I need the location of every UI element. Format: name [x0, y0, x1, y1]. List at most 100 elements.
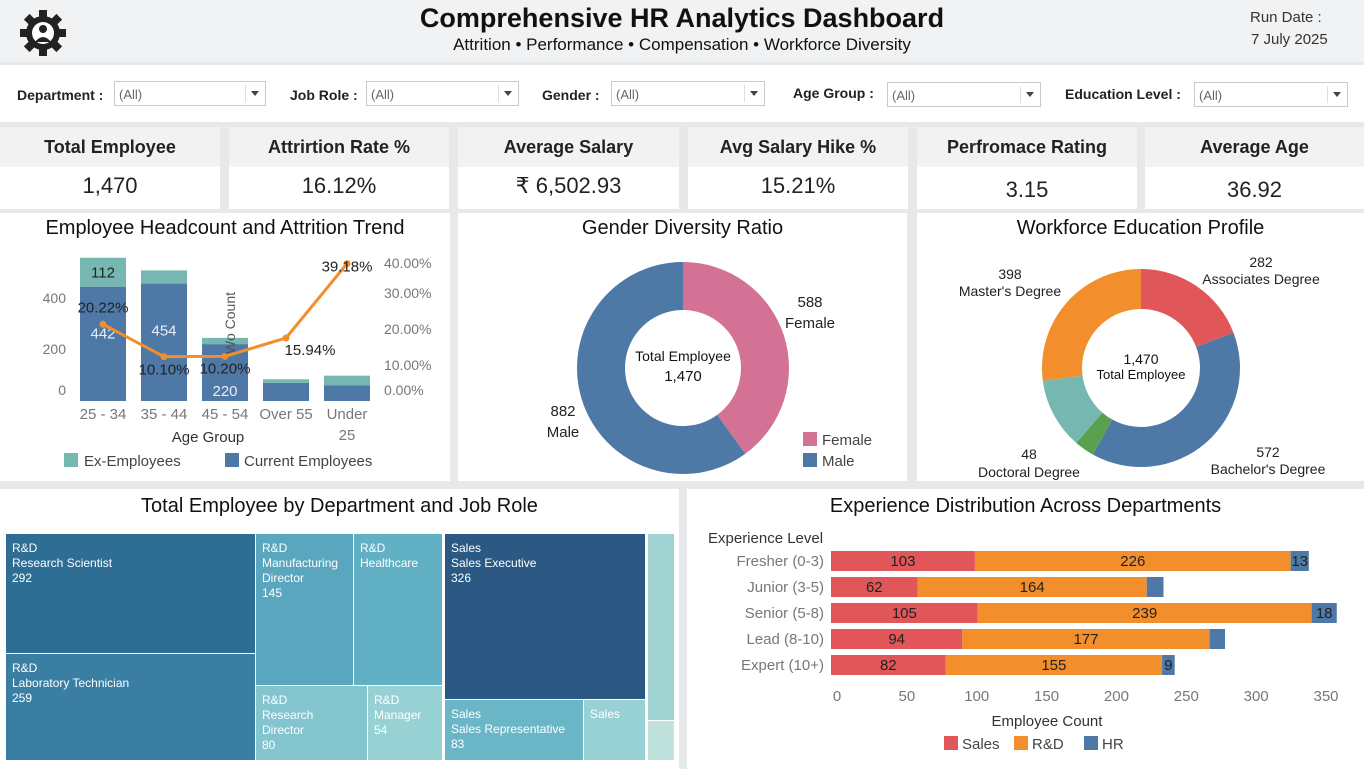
bar-ex-employees	[80, 257, 126, 287]
x-tick: 45 - 54	[202, 406, 249, 423]
cell-dept: R&D	[262, 541, 288, 555]
gender-donut-chart: Total Employee 1,470 588 Female 882 Male…	[547, 262, 872, 474]
bar-segment-rnd	[977, 603, 1312, 623]
bar-data-label: 105	[892, 605, 917, 622]
treemap-cell-sales-other[interactable]: Sales	[584, 700, 646, 761]
chevron-down-icon[interactable]	[504, 91, 512, 96]
legend-swatch-hr	[1084, 736, 1098, 750]
x-tick: 0	[833, 688, 841, 705]
chevron-down-icon[interactable]	[1026, 92, 1034, 97]
kpi-value: 16.12%	[301, 173, 377, 198]
cell-role: Manager	[374, 708, 422, 722]
education-profile-panel: Workforce Education Profile 1,470 Total …	[917, 213, 1364, 481]
cell-value: 83	[451, 737, 465, 751]
y-tick: 400	[43, 290, 67, 306]
kpi-value: ₹ 6,502.93	[515, 173, 622, 198]
divider	[498, 85, 499, 102]
attrition-data-label: 10.10%	[139, 362, 190, 379]
treemap-cell-manager[interactable]: R&D Manager 54	[368, 686, 443, 761]
department-dropdown-value: (All)	[119, 87, 143, 102]
y2-tick: 30.00%	[384, 285, 431, 301]
female-name-label: Female	[785, 315, 835, 332]
donut-slice	[1042, 269, 1141, 381]
chart-title: Gender Diversity Ratio	[581, 217, 784, 239]
attrition-point	[343, 260, 351, 268]
cell-role: Sales Executive	[451, 556, 537, 570]
cell-dept: R&D	[262, 693, 288, 707]
cell-value: 259	[12, 691, 33, 705]
kpi-performance-rating: Perfromace Rating 3.15	[917, 127, 1137, 209]
age-group-dropdown[interactable]: (All)	[887, 82, 1041, 107]
treemap-cell-healthcare[interactable]: R&D Healthcare	[354, 534, 443, 686]
attrition-point	[99, 320, 107, 328]
headcount-attrition-panel: Employee Headcount and Attrition Trend 4…	[0, 213, 450, 481]
cell-role: Sales Representative	[451, 722, 566, 736]
x-tick: 250	[1174, 688, 1199, 705]
legend-label: Ex-Employees	[84, 453, 181, 470]
x-tick: Under	[327, 406, 368, 423]
donut-center-value: 1,470	[1123, 351, 1158, 367]
y2-tick: 0.00%	[384, 382, 424, 398]
row-label: Junior (3-5)	[747, 579, 824, 596]
kpi-value: 15.21%	[760, 173, 836, 198]
row-label: Senior (5-8)	[745, 605, 824, 622]
y2-tick: 20.00%	[384, 321, 431, 337]
cell-value: 54	[374, 723, 388, 737]
y-axis-label: Wo Count	[222, 292, 238, 354]
bar-data-label: 9	[1164, 657, 1172, 674]
job-role-dropdown-value: (All)	[371, 87, 395, 102]
treemap-cell-sales-executive[interactable]: Sales Sales Executive 326	[445, 534, 646, 700]
cell-value: 292	[12, 571, 33, 585]
education-level-dropdown[interactable]: (All)	[1194, 82, 1348, 107]
x-tick: 25 - 34	[80, 406, 127, 423]
legend-swatch-ex-employees	[64, 453, 78, 467]
chevron-down-icon[interactable]	[750, 91, 758, 96]
cell-role: Laboratory Technician	[12, 676, 130, 690]
treemap-cell-research-scientist[interactable]: R&D Research Scientist 292	[6, 534, 256, 654]
bar-segment-sales	[831, 551, 975, 571]
experience-panel: Experience Distribution Across Departmen…	[687, 489, 1364, 769]
attrition-point	[160, 353, 168, 361]
bar-ex-employees	[141, 270, 187, 284]
treemap-cell-research-director[interactable]: R&D Research Director 80	[256, 686, 368, 761]
job-role-dropdown[interactable]: (All)	[366, 81, 519, 106]
kpi-attrition-rate: Attrirtion Rate % 16.12%	[229, 127, 449, 209]
bar-segment-sales	[831, 655, 946, 675]
treemap-cell-hr-small[interactable]	[648, 721, 675, 761]
bar-data-label: 239	[1132, 605, 1157, 622]
donut-slice	[577, 262, 746, 474]
run-date-value: 7 July 2025	[1251, 31, 1328, 48]
age-group-dropdown-value: (All)	[892, 88, 916, 103]
legend-label: Current Employees	[244, 453, 372, 470]
row-label: Expert (10+)	[741, 657, 824, 674]
x-tick: 50	[899, 688, 916, 705]
bar-segment-hr	[1209, 629, 1225, 649]
x-tick: Over 55	[259, 406, 312, 423]
headcount-attrition-chart: 442 112 25 - 34 454 35 - 44 220 45 - 54 Over 55…	[43, 255, 432, 470]
run-date-label: Run Date :	[1250, 9, 1322, 26]
treemap-cell-hr[interactable]	[648, 534, 675, 721]
filter-label-department: Department :	[17, 87, 104, 103]
legend-swatch-current-employees	[225, 453, 239, 467]
bar-segment-rnd	[917, 577, 1147, 597]
cell-role: Manufacturing Director	[262, 556, 339, 585]
donut-slice	[683, 262, 789, 454]
bar-data-label: 82	[880, 657, 897, 674]
bar-data-label: 442	[90, 326, 115, 343]
dashboard-header: Comprehensive HR Analytics Dashboard Att…	[0, 0, 1364, 62]
treemap-cell-laboratory-technician[interactable]: R&D Laboratory Technician 259	[6, 654, 256, 761]
legend-label: R&D	[1032, 736, 1064, 753]
treemap-cell-sales-representative[interactable]: Sales Sales Representative 83	[445, 700, 584, 761]
bar-ex-employees	[263, 379, 309, 383]
cell-dept: Sales	[451, 541, 482, 555]
legend-swatch-female	[803, 432, 817, 446]
treemap-cell-manufacturing-director[interactable]: R&D Manufacturing Director 145	[256, 534, 354, 686]
department-dropdown[interactable]: (All)	[114, 81, 266, 106]
kpi-label: Perfromace Rating	[917, 127, 1137, 167]
cell-dept: Sales	[590, 707, 621, 721]
gender-dropdown[interactable]: (All)	[611, 81, 765, 106]
chevron-down-icon[interactable]	[251, 91, 259, 96]
donut-center-value: 1,470	[664, 368, 702, 385]
chevron-down-icon[interactable]	[1333, 92, 1341, 97]
attrition-data-label: 15.94%	[285, 342, 336, 359]
